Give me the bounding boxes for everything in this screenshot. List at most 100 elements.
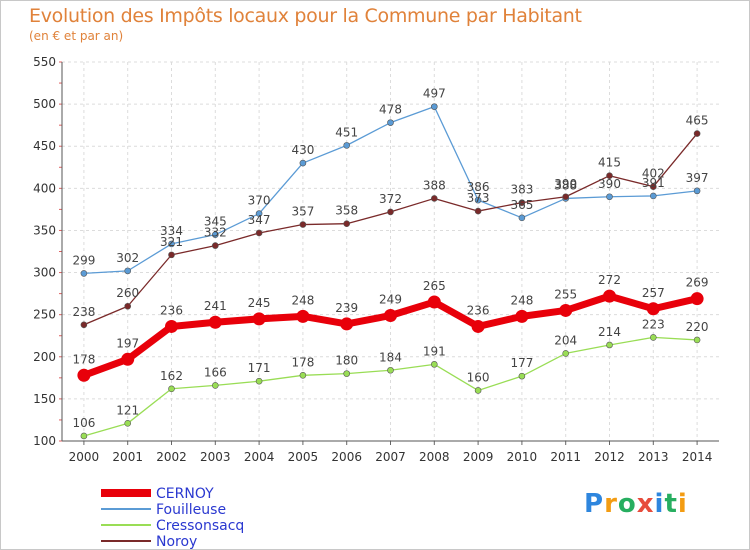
axes: 100 150 200 250 300 350 400 450 500 550 2000 2001 20… <box>33 55 719 464</box>
x-tick-label: 2005 <box>288 450 319 464</box>
data-label-fouilleuse: 391 <box>642 176 665 190</box>
data-label-fouilleuse: 345 <box>204 215 227 229</box>
data-label-noroy: 390 <box>554 177 577 191</box>
x-tick-label: 2014 <box>682 450 713 464</box>
data-label-noroy: 358 <box>335 204 358 218</box>
data-label-cressonsacq: 106 <box>72 416 95 430</box>
data-label-fouilleuse: 370 <box>248 194 271 208</box>
data-label-cernoy: 248 <box>291 293 314 307</box>
data-label-fouilleuse: 365 <box>510 198 533 212</box>
data-label-noroy: 415 <box>598 156 621 170</box>
data-label-cernoy: 269 <box>686 276 709 290</box>
data-point-noroy <box>430 195 438 202</box>
data-label-cernoy: 257 <box>642 286 665 300</box>
data-label-noroy: 260 <box>116 286 139 300</box>
data-point-cernoy <box>515 309 529 323</box>
logo-letter: t <box>664 489 678 519</box>
data-point-cernoy <box>603 289 616 303</box>
data-point-fouilleuse <box>606 193 613 201</box>
data-label-cernoy: 248 <box>510 293 533 307</box>
data-label-cressonsacq: 223 <box>642 317 665 331</box>
logo-letter: r <box>604 489 618 519</box>
data-point-cernoy <box>252 312 266 326</box>
data-label-cressonsacq: 177 <box>510 356 533 370</box>
data-label-noroy: 332 <box>204 226 227 240</box>
data-point-fouilleuse <box>80 270 88 277</box>
data-label-fouilleuse: 397 <box>686 171 709 185</box>
data-point-cernoy <box>427 295 441 309</box>
data-label-cressonsacq: 121 <box>116 403 139 417</box>
data-point-noroy <box>343 220 351 228</box>
data-label-cressonsacq: 171 <box>248 361 271 375</box>
x-tick-label: 2006 <box>331 450 362 464</box>
data-label-cernoy: 245 <box>248 296 271 310</box>
data-label-noroy: 465 <box>686 114 709 128</box>
data-point-noroy <box>124 302 131 310</box>
chart-subtitle: (en € et par an) <box>29 29 124 43</box>
y-tick-label: 150 <box>33 392 56 406</box>
data-point-noroy <box>693 130 701 137</box>
data-point-noroy <box>255 229 263 237</box>
data-label-noroy: 357 <box>291 205 314 219</box>
data-point-fouilleuse <box>212 231 219 238</box>
data-point-cernoy <box>646 302 660 316</box>
logo-letter: i <box>677 489 688 519</box>
data-label-fouilleuse: 430 <box>291 143 314 157</box>
y-tick-label: 400 <box>33 181 56 195</box>
data-point-cressonsacq <box>124 420 131 427</box>
y-tick-label: 550 <box>33 55 56 69</box>
logo-letter: x <box>636 489 655 519</box>
legend-label-cernoy: CERNOY <box>156 486 214 502</box>
data-label-cernoy: 241 <box>204 299 227 313</box>
data-label-noroy: 238 <box>72 305 95 319</box>
series-lines <box>77 103 704 440</box>
x-tick-label: 2000 <box>69 450 100 464</box>
data-point-cernoy <box>165 319 178 333</box>
data-point-cernoy <box>121 352 135 366</box>
data-point-fouilleuse <box>693 187 701 195</box>
data-label-fouilleuse: 386 <box>467 180 490 194</box>
x-tick-label: 2007 <box>375 450 406 464</box>
data-label-cressonsacq: 166 <box>204 365 227 379</box>
data-point-fouilleuse <box>649 192 657 200</box>
logo-letter: i <box>654 489 665 519</box>
data-point-noroy <box>518 199 526 206</box>
data-label-fouilleuse: 302 <box>116 251 139 265</box>
y-tick-label: 500 <box>33 97 56 111</box>
data-point-cernoy <box>690 292 704 306</box>
data-point-cressonsacq <box>212 382 219 389</box>
chart-title: Evolution des Impôts locaux pour la Comm… <box>29 5 582 27</box>
logo-letter: P <box>584 489 605 519</box>
x-tick-label: 2004 <box>244 450 275 464</box>
x-tick-label: 2002 <box>156 450 187 464</box>
data-point-fouilleuse <box>343 142 351 149</box>
data-label-fouilleuse: 478 <box>379 103 402 117</box>
data-label-fouilleuse: 390 <box>598 177 621 191</box>
data-label-fouilleuse: 451 <box>335 125 358 139</box>
data-point-fouilleuse <box>474 196 482 204</box>
data-point-cressonsacq <box>474 387 482 394</box>
y-tick-label: 350 <box>33 223 56 237</box>
y-tick-label: 250 <box>33 308 56 322</box>
data-label-cernoy: 265 <box>423 279 446 293</box>
data-label-fouilleuse: 299 <box>72 253 95 267</box>
data-label-cressonsacq: 178 <box>291 355 314 369</box>
legend-label-cressonsacq: Cressonsacq <box>156 518 244 534</box>
y-tick-label: 200 <box>33 350 56 364</box>
data-label-noroy: 372 <box>379 192 402 206</box>
y-tick-label: 300 <box>33 266 56 280</box>
proxiti-logo: Proxiti <box>584 489 688 519</box>
x-tick-label: 2009 <box>463 450 494 464</box>
data-point-fouilleuse <box>255 210 263 217</box>
data-point-cressonsacq <box>430 361 438 368</box>
data-label-cressonsacq: 191 <box>423 344 446 358</box>
data-point-cernoy <box>340 317 354 331</box>
data-label-cressonsacq: 184 <box>379 350 402 364</box>
legend-label-noroy: Noroy <box>156 534 197 549</box>
x-tick-label: 2012 <box>594 450 625 464</box>
data-label-cernoy: 272 <box>598 273 621 287</box>
